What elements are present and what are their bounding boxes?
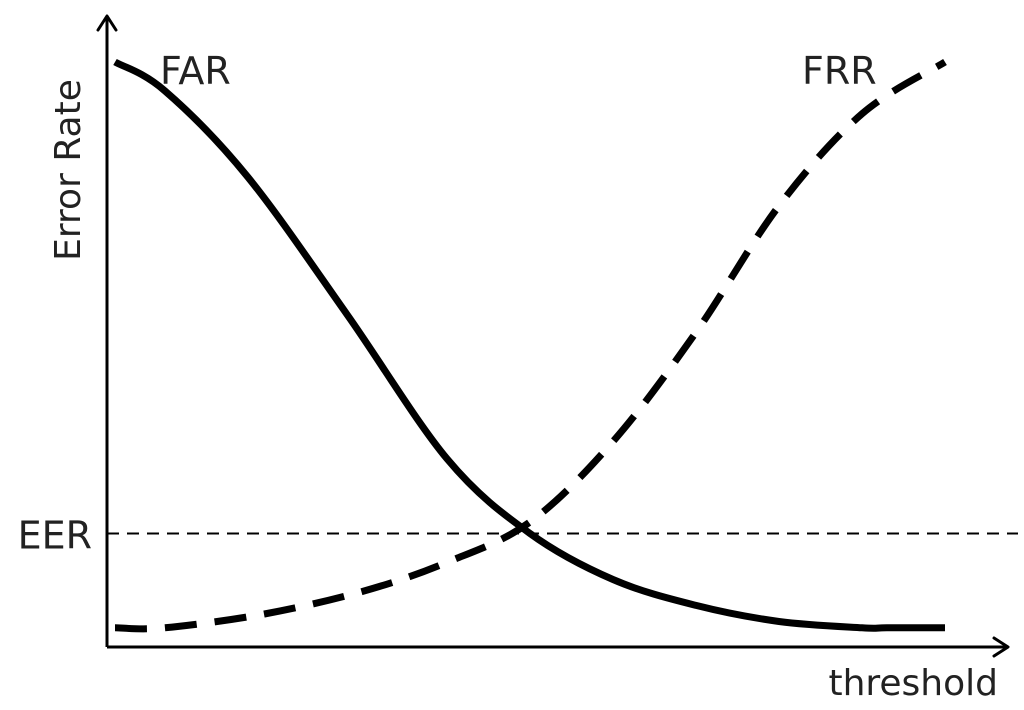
x-axis-label: threshold [828, 663, 998, 704]
series-layer [113, 58, 947, 633]
y-axis-label: Error Rate [48, 79, 89, 261]
x-axis-arrow [992, 636, 1010, 658]
frr-curve [114, 59, 947, 633]
y-axis-arrow [96, 14, 118, 32]
far-series-label: FAR [160, 49, 231, 93]
eer-label: EER [18, 514, 92, 558]
far-curve [113, 58, 945, 632]
frr-series-label: FRR [802, 49, 877, 93]
